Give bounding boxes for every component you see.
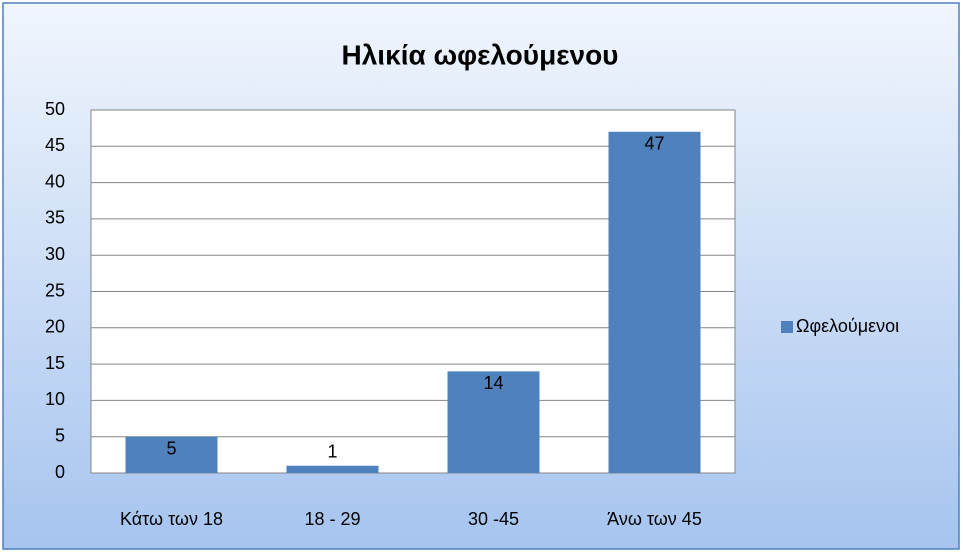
legend-label: Ωφελούμενοι — [796, 316, 899, 336]
bar — [286, 465, 379, 473]
x-tick-label: 30 -45 — [468, 509, 519, 529]
bar — [608, 131, 701, 473]
x-tick-label: Άνω των 45 — [607, 509, 702, 529]
y-tick-label: 15 — [45, 353, 65, 373]
data-label: 5 — [166, 438, 176, 458]
data-label: 1 — [327, 441, 337, 461]
data-label: 14 — [483, 373, 503, 393]
legend-swatch — [781, 321, 793, 333]
y-tick-label: 5 — [55, 425, 65, 445]
x-tick-label: 18 - 29 — [304, 509, 360, 529]
bar — [447, 371, 540, 473]
bar — [125, 436, 218, 473]
y-tick-label: 50 — [45, 99, 65, 119]
x-tick-label: Κάτω των 18 — [120, 509, 223, 529]
y-tick-label: 10 — [45, 389, 65, 409]
y-tick-label: 40 — [45, 171, 65, 191]
chart-title: Ηλικία ωφελούμενου — [342, 39, 619, 70]
plot-border — [90, 109, 736, 474]
y-tick-label: 25 — [45, 280, 65, 300]
y-tick-label: 30 — [45, 244, 65, 264]
y-tick-label: 20 — [45, 317, 65, 337]
y-tick-label: 35 — [45, 208, 65, 228]
y-tick-label: 45 — [45, 135, 65, 155]
data-label: 47 — [644, 134, 664, 154]
y-tick-label: 0 — [55, 462, 65, 482]
